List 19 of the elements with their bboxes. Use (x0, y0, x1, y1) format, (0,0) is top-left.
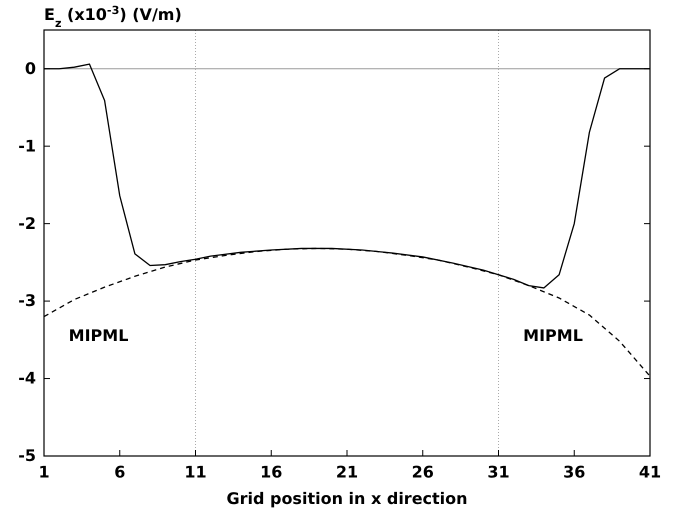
annotation: MIPML (68, 326, 128, 346)
x-tick-label: 36 (563, 462, 586, 482)
x-tick-label: 16 (260, 462, 282, 482)
y-tick-label: -3 (18, 291, 36, 310)
x-tick-label: 31 (487, 462, 510, 482)
x-tick-label: 26 (412, 462, 434, 482)
x-tick-label: 21 (336, 462, 358, 482)
annotation: MIPML (523, 326, 583, 346)
y-tick-label: -5 (18, 446, 36, 466)
y-axis-title: E$_{z}$ (x10$^{-3}$) (V/m) (44, 4, 182, 30)
x-axis-title: Grid position in x direction (226, 489, 468, 508)
y-tick-label: -1 (18, 136, 36, 156)
y-tick-label: -4 (18, 368, 36, 388)
x-tick-label: 41 (638, 462, 662, 482)
x-tick-label: 11 (184, 462, 207, 482)
x-tick-label: 6 (114, 462, 126, 482)
y-tick-label: -2 (18, 214, 36, 233)
y-tick-label: 0 (24, 58, 36, 78)
x-tick-label: 1 (38, 462, 50, 482)
